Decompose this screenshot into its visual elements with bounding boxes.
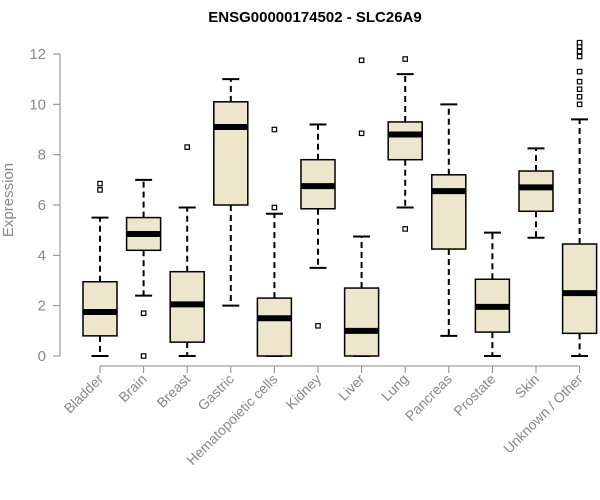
y-tick-label: 12 <box>29 46 46 63</box>
box-liver <box>343 57 380 357</box>
box-iqr <box>213 101 249 206</box>
box-kidney <box>300 123 336 329</box>
x-tick-label: Lung <box>378 371 411 404</box>
x-tick-label: Bladder <box>61 371 107 417</box>
x-tick-label: Kidney <box>283 371 325 413</box>
outlier-point <box>576 53 583 60</box>
x-tick-label: Gastric <box>194 371 237 414</box>
box-iqr <box>561 243 598 335</box>
box-gastric <box>213 78 249 307</box>
x-tick-label: Skin <box>512 371 543 402</box>
box-skin <box>518 147 554 239</box>
outlier-point <box>576 48 583 55</box>
box-iqr <box>343 287 380 357</box>
box-iqr <box>256 297 293 357</box>
outlier-point <box>358 130 365 137</box>
outlier-point <box>184 144 191 150</box>
outlier-point <box>140 353 147 359</box>
y-tick-label: 8 <box>38 147 46 164</box>
x-tick-label: Liver <box>335 371 368 404</box>
y-tick-label: 6 <box>38 197 46 214</box>
x-tick-label: Breast <box>153 371 193 411</box>
y-axis-label: Expression <box>0 163 17 237</box>
outlier-point <box>576 101 583 108</box>
box-iqr <box>82 281 118 337</box>
chart-title: ENSG00000174502 - SLC26A9 <box>208 9 421 26</box>
outlier-point <box>97 187 103 193</box>
y-tick-label: 4 <box>38 247 46 264</box>
outlier-point <box>402 56 409 62</box>
box-unknown-other <box>561 39 598 357</box>
outlier-point <box>576 93 583 100</box>
y-tick-label: 10 <box>29 96 46 113</box>
y-tick-label: 2 <box>38 298 46 315</box>
y-axis: 0 2 4 6 8 10 12 <box>29 46 61 365</box>
box-breast <box>169 144 205 357</box>
outlier-point <box>576 39 583 46</box>
x-tick-label: Unknown / Other <box>500 371 586 457</box>
outlier-point <box>576 78 583 85</box>
box-iqr <box>387 121 423 161</box>
box-prostate <box>474 231 511 357</box>
box-bladder <box>82 180 118 357</box>
box-brain <box>125 178 162 359</box>
outlier-point <box>271 204 278 211</box>
outlier-point <box>576 86 583 93</box>
box-pancreas <box>431 103 467 337</box>
box-series <box>82 39 598 359</box>
x-tick-label: Prostate <box>450 371 498 419</box>
outlier-point <box>576 68 583 75</box>
outlier-point <box>315 323 321 329</box>
box-hematopoietic-cells <box>256 126 293 357</box>
x-tick-label: Brain <box>115 371 149 405</box>
box-iqr <box>518 170 554 213</box>
outlier-point <box>402 226 409 232</box>
outlier-point <box>358 57 365 64</box>
box-lung <box>387 56 423 232</box>
outlier-point <box>140 310 147 317</box>
x-tick-label: Pancreas <box>402 371 455 424</box>
y-tick-label: 0 <box>38 348 46 365</box>
outlier-point <box>271 126 278 133</box>
box-iqr <box>431 174 467 250</box>
outlier-point <box>97 180 103 187</box>
